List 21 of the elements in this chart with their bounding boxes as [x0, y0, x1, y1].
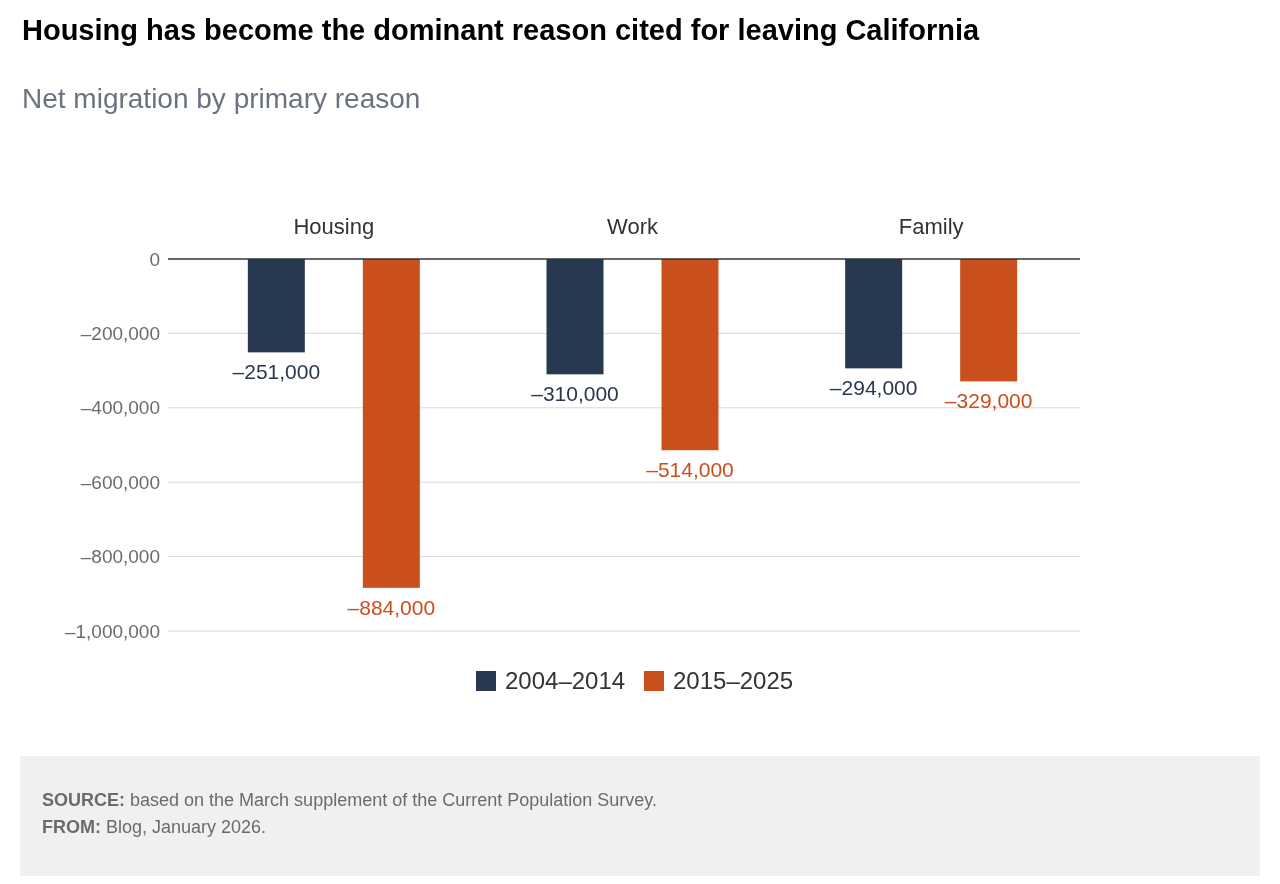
y-tick-label: –1,000,000 — [64, 620, 160, 642]
y-tick-label: –600,000 — [80, 471, 160, 493]
legend-label: 2015–2025 — [673, 667, 794, 695]
data-label: –514,000 — [646, 458, 734, 482]
y-tick-label: 0 — [149, 248, 160, 270]
data-label: –294,000 — [829, 376, 918, 400]
data-label: –884,000 — [347, 595, 436, 619]
source-note: SOURCE: based on the March supplement of the Current Population Survey. — [42, 790, 657, 810]
y-tick-label: –200,000 — [80, 323, 160, 345]
data-label: –310,000 — [531, 382, 619, 406]
data-label: –329,000 — [944, 389, 1033, 413]
x-tick-label: Housing — [293, 213, 375, 239]
y-tick-label: –800,000 — [80, 546, 160, 568]
x-tick-label: Family — [898, 213, 964, 239]
chart-title: Housing has become the dominant reason cited for leaving California — [22, 14, 981, 46]
legend-label: 2004–2014 — [505, 667, 626, 695]
y-tick-label: –400,000 — [80, 397, 160, 419]
chart-subtitle: Net migration by primary reason — [22, 83, 421, 114]
data-label: –251,000 — [232, 360, 321, 384]
x-tick-label: Work — [607, 213, 659, 239]
text: FROM: Blog, January 2026. — [42, 817, 267, 837]
